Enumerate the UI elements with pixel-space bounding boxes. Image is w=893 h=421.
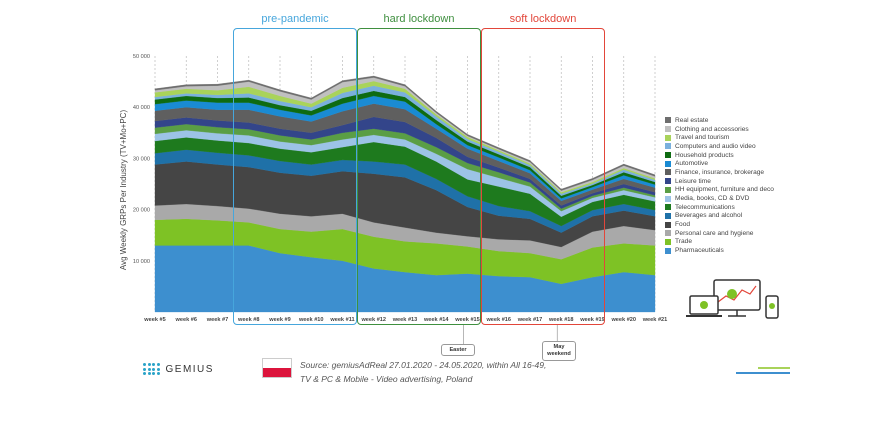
decorative-lines xyxy=(736,367,790,374)
legend-item: Leisure time xyxy=(665,177,774,186)
pre-pandemic-label: pre-pandemic xyxy=(261,13,329,25)
source-line-1: Source: gemiusAdReal 27.01.2020 - 24.05.… xyxy=(300,360,547,370)
y-tick-label: 30 000 xyxy=(133,156,150,162)
chart-legend: Real estate Clothing and accessories Trave… xyxy=(665,116,774,255)
x-tick-label: week #19 xyxy=(579,317,605,323)
legend-item: Trade xyxy=(665,238,774,247)
hard-lockdown-label: hard lockdown xyxy=(383,13,455,25)
legend-label: Telecommunications xyxy=(675,203,735,211)
y-tick-label: 50 000 xyxy=(133,54,150,60)
legend-label: Media, books, CD & DVD xyxy=(675,195,750,203)
x-tick-label: week #10 xyxy=(298,317,324,323)
x-tick-label: week #8 xyxy=(237,317,259,323)
legend-label: Personal care and hygiene xyxy=(675,229,754,237)
poland-flag-icon xyxy=(262,358,292,378)
y-tick-label: 10 000 xyxy=(133,259,150,265)
legend-item: Finance, insurance, brokerage xyxy=(665,168,774,177)
y-axis-label: Avg Weekly GRPs Per Industry (TV+Mo+PC) xyxy=(119,110,128,271)
hard-lockdown-box xyxy=(357,28,481,325)
legend-label: Automotive xyxy=(675,160,708,168)
source-note: Source: gemiusAdReal 27.01.2020 - 24.05.… xyxy=(300,358,546,386)
legend-swatch xyxy=(665,230,671,237)
x-tick-label: week #5 xyxy=(143,317,165,323)
x-tick-label: week #18 xyxy=(548,317,574,323)
x-tick-label: week #21 xyxy=(642,317,668,323)
legend-swatch xyxy=(665,186,671,193)
legend-item: HH equipment, furniture and deco xyxy=(665,186,774,195)
legend-label: Food xyxy=(675,221,691,229)
legend-label: Household products xyxy=(675,151,734,159)
legend-item: Telecommunications xyxy=(665,203,774,212)
legend-item: Media, books, CD & DVD xyxy=(665,194,774,203)
easter-callout: Easter xyxy=(441,344,475,356)
x-tick-label: week #17 xyxy=(517,317,543,323)
x-tick-label: week #16 xyxy=(485,317,511,323)
legend-item: Real estate xyxy=(665,116,774,125)
legend-item: Automotive xyxy=(665,159,774,168)
area-real-estate xyxy=(154,75,656,191)
legend-item: Personal care and hygiene xyxy=(665,229,774,238)
legend-label: Computers and audio video xyxy=(675,142,756,150)
y-tick-label: 40 000 xyxy=(133,105,150,111)
legend-item: Computers and audio video xyxy=(665,142,774,151)
x-tick-label: week #11 xyxy=(329,317,354,323)
legend-swatch xyxy=(665,169,671,176)
x-tick-label: week #9 xyxy=(268,317,290,323)
soft-lockdown-box xyxy=(481,28,605,325)
legend-item: Beverages and alcohol xyxy=(665,212,774,221)
legend-label: Real estate xyxy=(675,116,709,124)
legend-item: Pharmaceuticals xyxy=(665,246,774,255)
legend-label: HH equipment, furniture and deco xyxy=(675,186,774,194)
legend-swatch xyxy=(665,238,671,245)
legend-item: Food xyxy=(665,220,774,229)
legend-label: Pharmaceuticals xyxy=(675,247,724,255)
legend-label: Finance, insurance, brokerage xyxy=(675,168,765,176)
legend-label: Beverages and alcohol xyxy=(675,212,743,220)
legend-item: Travel and tourism xyxy=(665,133,774,142)
x-tick-label: week #15 xyxy=(454,317,480,323)
legend-swatch xyxy=(665,134,671,141)
legend-swatch xyxy=(665,117,671,124)
x-tick-label: week #7 xyxy=(206,317,228,323)
devices-illustration-icon xyxy=(686,279,779,319)
legend-label: Travel and tourism xyxy=(675,134,730,142)
legend-label: Clothing and accessories xyxy=(675,125,749,133)
legend-label: Trade xyxy=(675,238,692,246)
x-tick-label: week #12 xyxy=(360,317,386,323)
legend-swatch xyxy=(665,178,671,185)
legend-item: Clothing and accessories xyxy=(665,125,774,134)
x-tick-label: week #20 xyxy=(610,317,636,323)
brand-name: GEMIUS xyxy=(165,363,214,375)
legend-swatch xyxy=(665,143,671,150)
x-tick-label: week #6 xyxy=(175,317,197,323)
legend-item: Household products xyxy=(665,151,774,160)
x-tick-label: week #13 xyxy=(392,317,418,323)
legend-swatch xyxy=(665,212,671,219)
legend-swatch xyxy=(665,204,671,211)
legend-swatch xyxy=(665,126,671,133)
legend-swatch xyxy=(665,195,671,202)
y-tick-label: 20 000 xyxy=(133,208,150,214)
soft-lockdown-label: soft lockdown xyxy=(509,13,577,25)
x-tick-label: week #14 xyxy=(423,317,449,323)
gemius-logo: GEMIUS xyxy=(143,363,214,375)
legend-swatch xyxy=(665,221,671,228)
legend-swatch xyxy=(665,160,671,167)
pre-pandemic-box xyxy=(233,28,357,325)
may-weekend-callout: May weekend xyxy=(542,341,576,361)
legend-label: Leisure time xyxy=(675,177,711,185)
legend-swatch xyxy=(665,152,671,159)
source-line-2: TV & PC & Mobile - Video advertising, Po… xyxy=(300,374,473,384)
gemius-dots-icon xyxy=(143,363,160,375)
legend-swatch xyxy=(665,247,671,254)
